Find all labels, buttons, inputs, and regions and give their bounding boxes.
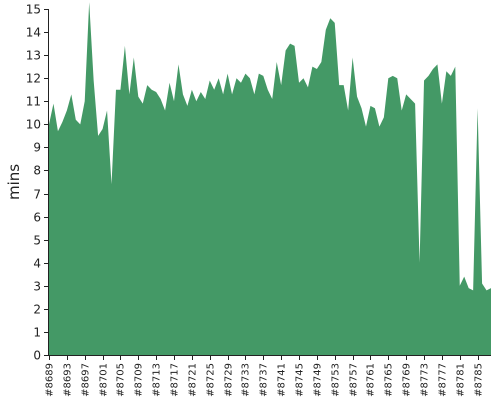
y-tick-label: 13 [26, 49, 41, 63]
y-tick-label: 8 [33, 164, 41, 178]
y-tick-label: 11 [26, 95, 41, 109]
x-tick-label: #8741 [277, 363, 288, 397]
x-tick-label: #8773 [420, 363, 431, 397]
x-tick-label: #8693 [63, 363, 74, 397]
y-tick-label: 9 [33, 141, 41, 155]
x-tick-label: #8745 [295, 363, 306, 397]
x-tick-label: #8717 [170, 363, 181, 397]
y-axis-label: mins [5, 164, 23, 200]
x-tick-label: #8737 [259, 363, 270, 397]
x-axis: #8689 #8693 #8697 #8701 #8705 #8709 #8713 #8717… [45, 355, 491, 397]
x-tick-label: #8761 [366, 363, 377, 397]
x-tick-label: #8701 [99, 363, 110, 397]
plot-area [49, 2, 491, 356]
y-tick-label: 7 [33, 188, 41, 202]
x-tick-label: #8785 [474, 363, 485, 397]
x-tick-label: #8749 [313, 363, 324, 397]
x-tick-label: #8713 [152, 363, 163, 397]
x-tick-label: #8757 [349, 363, 360, 397]
x-tick-label: #8721 [188, 363, 199, 397]
x-tick-label: #8697 [81, 363, 92, 397]
y-tick-label: 10 [26, 118, 41, 132]
series-area [49, 2, 491, 356]
x-tick-label: #8781 [456, 363, 467, 397]
x-tick-label: #8753 [331, 363, 342, 397]
y-tick-label: 1 [33, 326, 41, 340]
y-tick-label: 15 [26, 3, 41, 17]
y-tick-label: 4 [33, 257, 41, 271]
x-tick-label: #8769 [402, 363, 413, 397]
x-tick-label: #8705 [116, 363, 127, 397]
x-tick-label: #8733 [241, 363, 252, 397]
x-tick-label: #8689 [45, 363, 56, 397]
x-tick-label: #8709 [134, 363, 145, 397]
x-tick-label: #8729 [224, 363, 235, 397]
y-tick-label: 12 [26, 72, 41, 86]
y-tick-label: 3 [33, 280, 41, 294]
y-tick-label: 2 [33, 303, 41, 317]
x-tick-label: #8777 [438, 363, 449, 397]
y-tick-label: 6 [33, 211, 41, 225]
y-tick-label: 14 [26, 26, 41, 40]
y-tick-label: 5 [33, 234, 41, 248]
x-tick-label: #8765 [384, 363, 395, 397]
y-tick-label: 0 [33, 349, 41, 363]
x-tick-label: #8725 [206, 363, 217, 397]
